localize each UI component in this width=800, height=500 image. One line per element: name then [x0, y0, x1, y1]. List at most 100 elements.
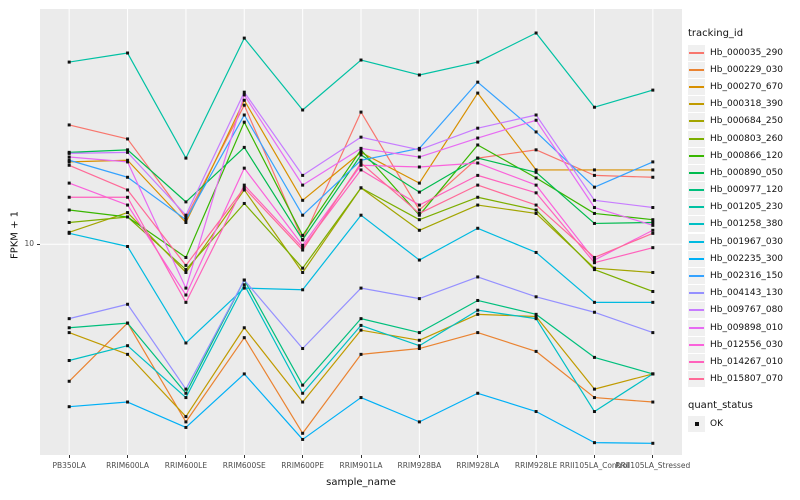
data-point-marker [242, 166, 246, 170]
data-point-marker [126, 51, 130, 55]
data-point-marker [417, 211, 421, 215]
legend-color-line-icon [689, 206, 704, 209]
data-point-marker [301, 248, 305, 252]
data-point-marker [534, 191, 538, 195]
data-point-marker [651, 331, 655, 335]
data-point-marker [184, 255, 188, 259]
data-point-marker [534, 113, 538, 117]
data-point-marker [301, 431, 305, 435]
data-point-marker [476, 161, 480, 165]
data-point-marker [301, 391, 305, 395]
data-point-marker [242, 103, 246, 107]
data-point-marker [67, 195, 71, 199]
legend-color-line-icon [689, 51, 704, 54]
data-point-marker [67, 379, 71, 383]
legend-color-line-icon [689, 309, 704, 312]
data-point-marker [417, 297, 421, 301]
y-axis-title: FPKM + 1 [9, 210, 21, 260]
data-point-marker [67, 155, 71, 159]
legend-item-Hb_001258_380: Hb_001258_380 [688, 216, 800, 233]
data-point-marker [301, 173, 305, 177]
data-point-marker [592, 198, 596, 202]
data-point-marker [359, 328, 363, 332]
data-point-marker [592, 221, 596, 225]
data-point-marker [476, 275, 480, 279]
data-point-marker [67, 359, 71, 363]
legend-color-line-icon [689, 189, 704, 192]
data-point-marker [534, 317, 538, 321]
data-point-marker [301, 243, 305, 247]
data-point-marker [242, 372, 246, 376]
data-point-marker [534, 176, 538, 180]
data-point-marker [126, 195, 130, 199]
data-point-marker [417, 218, 421, 222]
legend-color-line-icon [689, 85, 704, 88]
legend-color-line-icon [689, 223, 704, 226]
legend-key [688, 78, 705, 95]
legend-item-Hb_000270_670: Hb_000270_670 [688, 78, 800, 95]
x-tick-mark [652, 455, 654, 458]
legend-label: Hb_014267_010 [710, 356, 784, 367]
legend-item-Hb_000318_390: Hb_000318_390 [688, 96, 800, 113]
data-point-marker [476, 195, 480, 199]
data-point-marker [126, 150, 130, 154]
data-point-marker [184, 420, 188, 424]
legend-item-Hb_004143_130: Hb_004143_130 [688, 285, 800, 302]
legend-item-Hb_014267_010: Hb_014267_010 [688, 353, 800, 370]
data-point-marker [184, 391, 188, 395]
data-point-marker [417, 165, 421, 169]
data-point-marker [592, 105, 596, 109]
data-point-marker [67, 331, 71, 335]
data-point-marker [534, 168, 538, 172]
data-point-marker [126, 400, 130, 404]
data-point-marker [242, 336, 246, 340]
x-tick-mark [593, 455, 595, 458]
data-point-marker [242, 326, 246, 330]
data-point-marker [476, 203, 480, 207]
data-point-marker [534, 314, 538, 318]
legend-key [688, 147, 705, 164]
data-point-marker [67, 158, 71, 162]
data-point-marker [242, 286, 246, 290]
data-point-marker [301, 437, 305, 441]
data-point-marker [476, 91, 480, 95]
data-point-marker [476, 226, 480, 230]
data-point-marker [67, 326, 71, 330]
plot-canvas [40, 9, 682, 455]
data-point-marker [359, 146, 363, 150]
legend-label: Hb_000318_390 [710, 99, 784, 110]
x-tick-mark [418, 455, 420, 458]
legend-label: Hb_002235_300 [710, 253, 784, 264]
legend-item-Hb_002316_150: Hb_002316_150 [688, 267, 800, 285]
x-tick-label: RRII105LA_Stressed [615, 461, 691, 470]
legend-key [688, 96, 705, 113]
legend-key [688, 44, 705, 61]
data-point-marker [651, 400, 655, 404]
data-point-marker [592, 261, 596, 265]
color-legend-entries: Hb_000035_290 Hb_000229_030 Hb_000270_670 H… [688, 44, 800, 388]
data-point-marker [184, 341, 188, 345]
legend-key [688, 182, 705, 199]
data-point-marker [126, 158, 130, 162]
data-point-marker [476, 136, 480, 140]
data-point-marker [592, 355, 596, 359]
data-point-marker [126, 203, 130, 207]
legend-label: Hb_012556_030 [710, 339, 784, 350]
legend-label: Hb_002316_150 [710, 271, 784, 282]
data-point-marker [359, 352, 363, 356]
data-point-marker [476, 312, 480, 316]
data-point-marker [651, 231, 655, 235]
shape-legend-title: quant_status [688, 399, 753, 411]
data-point-marker [417, 148, 421, 152]
data-point-marker [592, 387, 596, 391]
data-point-marker [184, 293, 188, 297]
data-point-marker [242, 113, 246, 117]
legend-key [688, 416, 705, 433]
data-point-marker [301, 238, 305, 242]
data-point-marker [534, 211, 538, 215]
data-point-marker [651, 88, 655, 92]
data-point-marker [126, 352, 130, 356]
legend-item-Hb_000890_050: Hb_000890_050 [688, 164, 800, 181]
data-point-marker [651, 168, 655, 172]
data-point-marker [184, 286, 188, 290]
